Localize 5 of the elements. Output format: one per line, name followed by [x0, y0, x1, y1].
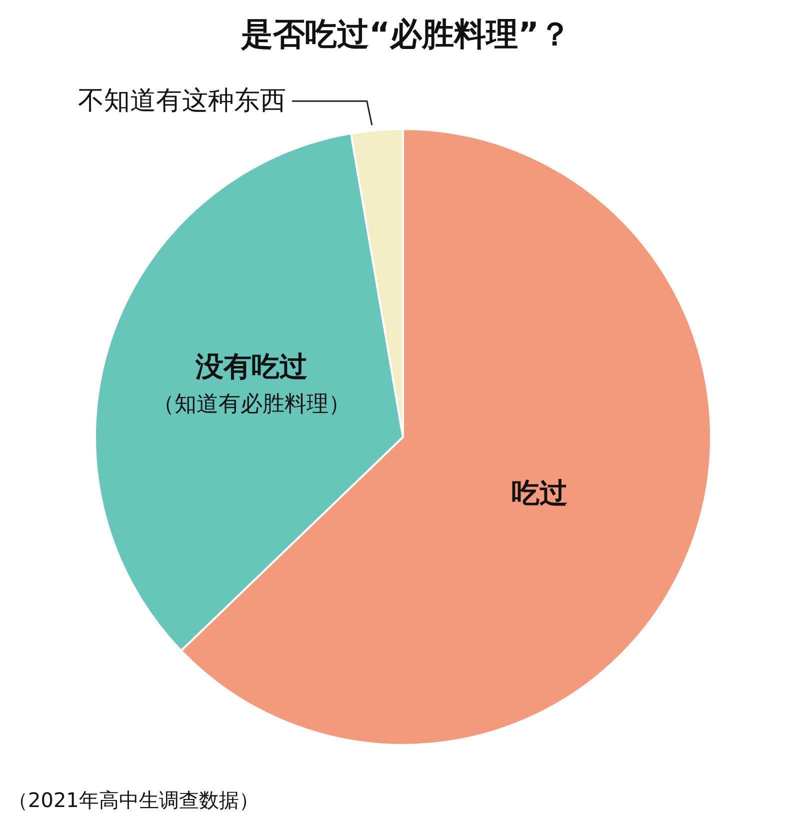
slice-label: 吃过	[512, 476, 568, 509]
chart-title: 是否吃过“必胜料理”？	[240, 15, 572, 53]
slice-label: 不知道有这种东西	[78, 86, 286, 116]
slice-label: 没有吃过（知道有必胜料理）	[152, 349, 351, 416]
text: （2021年高中生调查数据）	[8, 788, 259, 812]
